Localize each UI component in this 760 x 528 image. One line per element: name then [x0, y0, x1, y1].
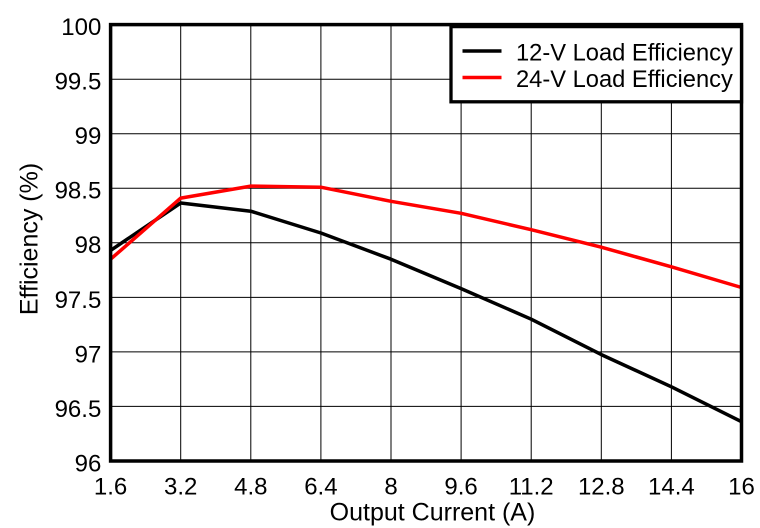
svg-text:96.5: 96.5 [55, 396, 102, 423]
svg-text:12-V Load Efficiency: 12-V Load Efficiency [516, 40, 733, 66]
svg-text:1.6: 1.6 [94, 474, 127, 501]
svg-text:97.5: 97.5 [55, 287, 102, 314]
svg-text:Efficiency (%): Efficiency (%) [16, 163, 44, 315]
svg-text:99.5: 99.5 [55, 69, 102, 96]
svg-text:100: 100 [61, 14, 101, 41]
svg-text:24-V Load Efficiency: 24-V Load Efficiency [516, 67, 733, 93]
svg-text:98: 98 [75, 232, 102, 259]
svg-text:14.4: 14.4 [648, 474, 695, 501]
svg-text:97: 97 [75, 341, 102, 368]
svg-text:12.8: 12.8 [578, 474, 625, 501]
svg-text:16: 16 [728, 474, 755, 501]
svg-text:6.4: 6.4 [304, 474, 337, 501]
svg-text:Output Current (A): Output Current (A) [330, 499, 536, 527]
svg-text:98.5: 98.5 [55, 178, 102, 205]
svg-text:8: 8 [384, 474, 397, 501]
svg-text:11.2: 11.2 [509, 474, 554, 501]
svg-text:3.2: 3.2 [164, 474, 197, 501]
svg-text:96: 96 [75, 450, 102, 477]
svg-text:99: 99 [75, 123, 102, 150]
svg-text:4.8: 4.8 [234, 474, 267, 501]
svg-text:9.6: 9.6 [444, 474, 477, 501]
